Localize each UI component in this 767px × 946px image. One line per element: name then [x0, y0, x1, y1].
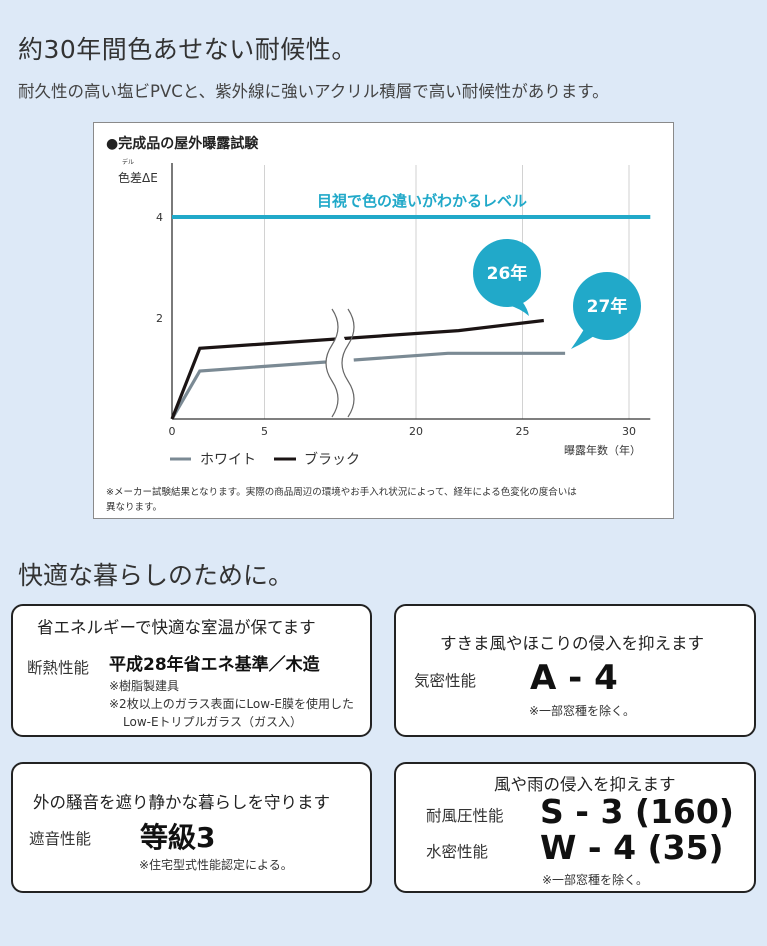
exposure-chart: ●完成品の屋外曝露試験 デル 色差ΔE 0 5 20 25 30 2 4 目視で色の違いがわ… — [106, 135, 651, 513]
card-sound-note: ※住宅型式性能認定による。 — [139, 858, 293, 872]
series-white-line — [170, 351, 566, 420]
card-wind-water: 風や雨の侵入を抑えます 耐風圧性能 S - 3 (160) 水密性能 W - 4… — [394, 762, 756, 893]
y-axis-label: 色差ΔE — [118, 171, 158, 185]
card-airtight: すきま風やほこりの侵入を抑えます 気密性能 A - 4 ※一部窓種を除く。 — [394, 604, 756, 737]
card-sound: 外の騒音を遮り静かな暮らしを守ります 遮音性能 等級3 ※住宅型式性能認定による… — [11, 762, 372, 893]
card-insulation-note2: ※2枚以上のガラス表面にLow-E膜を使用した — [109, 697, 354, 711]
series-black-line — [170, 318, 544, 420]
x-tick-5: 5 — [261, 425, 268, 438]
card-sound-label: 遮音性能 — [29, 830, 92, 848]
page-subtitle: 耐久性の高い塩ビPVCと、紫外線に強いアクリル積層で高い耐候性があります。 — [18, 82, 609, 101]
card-airtight-note: ※一部窓種を除く。 — [529, 704, 636, 718]
chart-title: ●完成品の屋外曝露試験 — [106, 135, 259, 152]
axis-break-line-right — [341, 308, 355, 418]
card-wind-note: ※一部窓種を除く。 — [542, 873, 649, 887]
data-series — [170, 318, 566, 420]
x-tick-20: 20 — [409, 425, 423, 438]
card-insulation-label: 断熱性能 — [27, 659, 90, 677]
card-insulation-note1: ※樹脂製建具 — [109, 679, 180, 693]
chart-panel: ●完成品の屋外曝露試験 デル 色差ΔE 0 5 20 25 30 2 4 目視で色の違いがわ… — [93, 122, 674, 519]
page-title: 約30年間色あせない耐候性。 — [18, 35, 357, 64]
axes — [171, 163, 651, 420]
axis-break-line-left — [325, 308, 339, 418]
x-tick-30: 30 — [622, 425, 636, 438]
card-sound-value: 等級3 — [140, 821, 216, 854]
card-wind-heading: 風や雨の侵入を抑えます — [494, 775, 676, 794]
legend-white-label: ホワイト — [200, 452, 256, 468]
y-axis-ruby: デル — [122, 158, 134, 166]
bubble-27-label: 27年 — [587, 296, 628, 317]
section-title: 快適な暮らしのために。 — [18, 561, 294, 590]
threshold-label: 目視で色の違いがわかるレベル — [317, 192, 527, 210]
chart-footnote-2: 異なります。 — [106, 502, 162, 513]
card-wind-value1: S - 3 (160) — [540, 792, 734, 831]
tick-labels: 0 5 20 25 30 2 4 — [156, 211, 636, 438]
axis-break-mask — [326, 309, 354, 417]
x-tick-25: 25 — [516, 425, 530, 438]
card-wind-label1: 耐風圧性能 — [426, 807, 504, 825]
y-tick-2: 2 — [156, 312, 163, 325]
x-tick-0: 0 — [169, 425, 176, 438]
card-airtight-heading: すきま風やほこりの侵入を抑えます — [440, 634, 704, 653]
bubble-black-26: 26年 — [473, 239, 541, 316]
legend-black-label: ブラック — [304, 451, 360, 468]
card-insulation-value: 平成28年省エネ基準／木造 — [109, 655, 320, 675]
card-airtight-value: A - 4 — [530, 658, 618, 698]
card-insulation-note3: Low-Eトリプルガラス（ガス入） — [123, 715, 302, 729]
card-wind-value2: W - 4 (35) — [540, 828, 724, 867]
axis-break — [325, 308, 355, 418]
card-sound-heading: 外の騒音を遮り静かな暮らしを守ります — [33, 793, 330, 812]
y-tick-4: 4 — [156, 211, 163, 224]
chart-footnote-1: ※メーカー試験結果となります。実際の商品周辺の環境やお手入れ状況によって、経年に… — [106, 486, 577, 498]
legend: ホワイト ブラック — [170, 451, 360, 468]
card-insulation-heading: 省エネルギーで快適な室温が保てます — [37, 618, 316, 637]
bubble-26-label: 26年 — [487, 263, 528, 284]
card-airtight-label: 気密性能 — [414, 672, 477, 690]
card-wind-label2: 水密性能 — [426, 843, 489, 861]
card-insulation: 省エネルギーで快適な室温が保てます 断熱性能 平成28年省エネ基準／木造 ※樹脂… — [11, 604, 372, 737]
bubble-white-27: 27年 — [571, 272, 641, 349]
x-axis-label: 曝露年数（年） — [564, 443, 641, 457]
